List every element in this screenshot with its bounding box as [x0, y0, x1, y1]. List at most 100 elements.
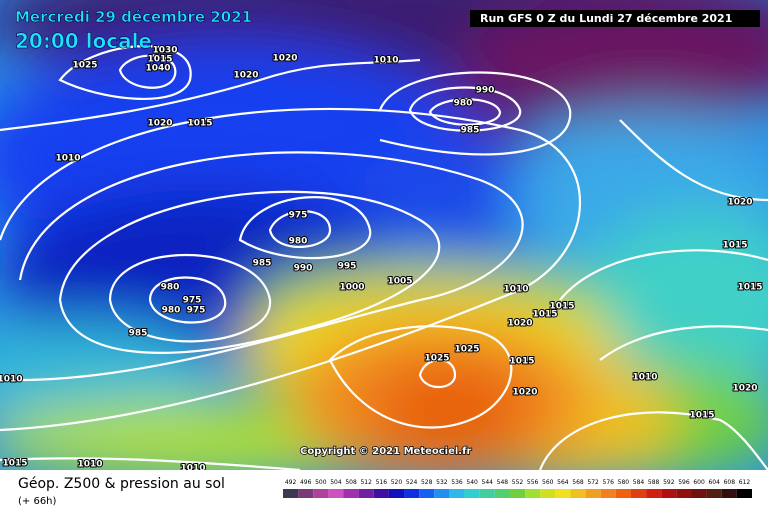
legend-tick: 588	[648, 479, 660, 486]
legend-tick: 596	[678, 479, 690, 486]
legend-swatch	[434, 489, 450, 498]
legend-tick: 500	[315, 479, 327, 486]
legend-tick: 528	[421, 479, 433, 486]
legend-swatch	[570, 489, 586, 498]
isobar-label: 1010	[632, 373, 657, 383]
legend-swatch	[540, 489, 556, 498]
legend-swatch	[630, 489, 647, 498]
legend-swatch	[494, 489, 510, 498]
isobar-label: 1000	[339, 283, 364, 293]
legend-tick: 608	[724, 479, 736, 486]
isobar-label: 1015	[722, 241, 747, 251]
isobar-label: 1005	[387, 277, 412, 287]
legend-tick: 492	[285, 479, 297, 486]
legend-swatch	[298, 489, 314, 498]
legend-tick: 572	[587, 479, 599, 486]
isobar-label: 980	[289, 237, 308, 247]
isobar-label: 995	[338, 262, 357, 272]
isobar-label: 975	[187, 306, 206, 316]
isobar-label: 1015	[737, 283, 762, 293]
legend-tick: 540	[466, 479, 478, 486]
isobar-label: 1030	[152, 46, 177, 56]
isobar-label: 1010	[373, 56, 398, 66]
legend-swatch	[388, 489, 405, 498]
isobar-label: 1025	[72, 61, 97, 71]
legend-swatch	[343, 489, 359, 498]
isobar-label: 1025	[454, 345, 479, 355]
legend-tick: 524	[406, 479, 418, 486]
legend-tick: 504	[330, 479, 342, 486]
isobar-label: 985	[253, 259, 272, 269]
legend-tick: 580	[618, 479, 630, 486]
legend-swatch	[661, 489, 677, 498]
legend-swatch	[646, 489, 662, 498]
legend-swatch	[449, 489, 465, 498]
isobar-label: 990	[294, 264, 313, 274]
legend-swatch	[313, 489, 329, 498]
copyright: Copyright © 2021 Meteociel.fr	[300, 446, 471, 457]
legend-tick: 612	[739, 479, 751, 486]
legend-tick: 548	[497, 479, 509, 486]
legend-tick: 560	[542, 479, 554, 486]
legend-swatch	[509, 489, 526, 498]
isobar-label: 1015	[187, 119, 212, 129]
legend-tick: 512	[360, 479, 372, 486]
isobar-label: 975	[289, 211, 308, 221]
isobar-label: 1015	[689, 411, 714, 421]
legend-tick: 568	[572, 479, 584, 486]
isobar-label: 1015	[549, 302, 574, 312]
legend-swatch	[585, 489, 601, 498]
legend-swatch	[706, 489, 722, 498]
isobar-label: 1020	[732, 384, 757, 394]
isobar-label: 1020	[512, 388, 537, 398]
legend-swatch	[328, 489, 344, 498]
legend-tick: 556	[527, 479, 539, 486]
isobar-label: 1020	[272, 54, 297, 64]
legend-swatch	[615, 489, 631, 498]
legend-swatch	[358, 489, 374, 498]
legend-swatch	[721, 489, 737, 498]
isobars	[0, 45, 768, 472]
isobar-label: 1025	[424, 354, 449, 364]
isobar-label: 985	[129, 329, 148, 339]
run-info: Run GFS 0 Z du Lundi 27 décembre 2021	[480, 12, 732, 25]
legend-tick: 516	[376, 479, 388, 486]
legend-tick: 576	[603, 479, 615, 486]
legend-tick: 520	[391, 479, 403, 486]
isobar-label: 985	[461, 126, 480, 136]
legend-swatch	[283, 489, 299, 498]
legend-tick: 552	[512, 479, 524, 486]
forecast-date: Mercredi 29 décembre 2021	[15, 8, 252, 26]
isobar-label: 1015	[532, 310, 557, 320]
legend-tick: 536	[451, 479, 463, 486]
legend-tick: 600	[693, 479, 705, 486]
legend-tick: 544	[482, 479, 494, 486]
isobar-label: 1020	[507, 319, 532, 329]
isobar-label: 1040	[145, 64, 170, 74]
legend-tick: 584	[633, 479, 645, 486]
legend-swatch	[736, 489, 752, 498]
forecast-time: 20:00 locale	[15, 29, 152, 53]
isobar-label: 1010	[0, 375, 23, 385]
isobar-label: 1015	[147, 55, 172, 65]
isobar-label: 1010	[503, 285, 528, 295]
isobar-label: 975	[183, 296, 202, 306]
legend-tick: 532	[436, 479, 448, 486]
isobar-label: 1020	[147, 119, 172, 129]
legend-swatch	[419, 489, 435, 498]
legend-swatch	[555, 489, 571, 498]
isobar-label: 980	[454, 99, 473, 109]
legend-swatch	[525, 489, 541, 498]
legend: 492 496 500 504 508 512 516 520 524 528 532 536 540 5…	[283, 479, 752, 498]
legend-swatch	[479, 489, 495, 498]
footer-lead: (+ 66h)	[18, 496, 57, 507]
isobar-label: 980	[162, 306, 181, 316]
isobar-label: 980	[161, 283, 180, 293]
z500-field	[0, 0, 768, 470]
legend-tick: 604	[708, 479, 720, 486]
isobar-label: 1010	[55, 154, 80, 164]
isobar-label: 1020	[233, 71, 258, 81]
legend-swatch	[373, 489, 389, 498]
